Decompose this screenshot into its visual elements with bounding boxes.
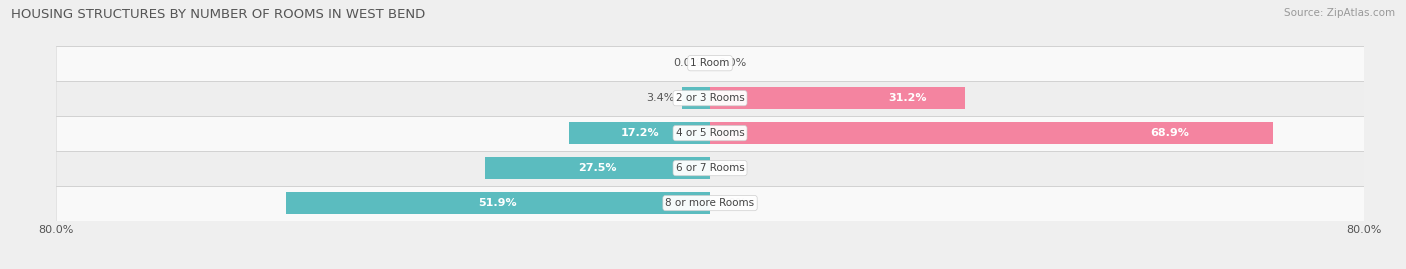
- Text: Source: ZipAtlas.com: Source: ZipAtlas.com: [1284, 8, 1395, 18]
- Bar: [56, 81, 1364, 116]
- Bar: [710, 122, 1272, 144]
- Text: 0.0%: 0.0%: [718, 163, 747, 173]
- Text: 68.9%: 68.9%: [1150, 128, 1188, 138]
- Text: 4 or 5 Rooms: 4 or 5 Rooms: [676, 128, 744, 138]
- Bar: [710, 87, 965, 109]
- Text: 27.5%: 27.5%: [578, 163, 617, 173]
- Bar: [56, 151, 1364, 186]
- Bar: [56, 46, 1364, 81]
- Bar: [485, 157, 710, 179]
- Text: 2 or 3 Rooms: 2 or 3 Rooms: [676, 93, 744, 103]
- Bar: [569, 122, 710, 144]
- Text: 1 Room: 1 Room: [690, 58, 730, 68]
- Bar: [56, 186, 1364, 221]
- Text: 0.0%: 0.0%: [718, 58, 747, 68]
- Text: 6 or 7 Rooms: 6 or 7 Rooms: [676, 163, 744, 173]
- Text: HOUSING STRUCTURES BY NUMBER OF ROOMS IN WEST BEND: HOUSING STRUCTURES BY NUMBER OF ROOMS IN…: [11, 8, 426, 21]
- Bar: [682, 87, 710, 109]
- Text: 3.4%: 3.4%: [645, 93, 673, 103]
- Bar: [56, 116, 1364, 151]
- Text: 0.0%: 0.0%: [673, 58, 702, 68]
- Text: 8 or more Rooms: 8 or more Rooms: [665, 198, 755, 208]
- Bar: [285, 192, 710, 214]
- Text: 31.2%: 31.2%: [889, 93, 927, 103]
- Text: 51.9%: 51.9%: [478, 198, 517, 208]
- Text: 0.0%: 0.0%: [718, 198, 747, 208]
- Text: 17.2%: 17.2%: [620, 128, 659, 138]
